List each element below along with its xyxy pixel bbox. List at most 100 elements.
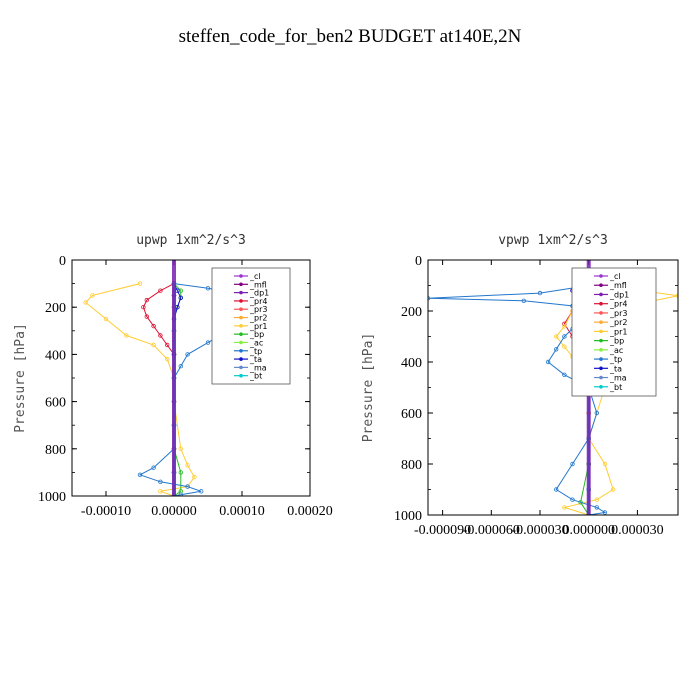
vpwp-data-point <box>537 290 543 296</box>
upwp-plot-frame <box>71 259 311 497</box>
upwp-legend-label: _ma <box>249 363 267 372</box>
upwp-data-point <box>192 474 197 480</box>
vpwp-data-point <box>594 505 599 510</box>
upwp-panel-title: upwp 1xm^2/s^3 <box>136 233 246 248</box>
upwp-data-point <box>205 286 211 291</box>
upwp-legend-marker <box>239 373 243 378</box>
vpwp-legend-marker <box>599 292 603 297</box>
vpwp-y-tick-label: 600 <box>401 407 422 422</box>
vpwp-y-tick-label: 800 <box>401 458 422 473</box>
upwp-data-point <box>205 340 211 345</box>
vpwp-panel: vpwp 1xm^2/s^3 Pressure [hPa] 0 200 400 600 80… <box>361 233 679 538</box>
vpwp-x-tick-label: -0.000060 <box>463 523 520 538</box>
upwp-legend-label: _ac <box>249 338 263 347</box>
vpwp-data-point <box>570 497 575 502</box>
upwp-y-tick-label: 800 <box>45 443 66 458</box>
upwp-data-point <box>158 489 163 494</box>
upwp-data-point <box>90 293 95 298</box>
vpwp-legend-marker <box>599 384 603 389</box>
vpwp-y-axis-label: Pressure [hPa] <box>361 333 376 443</box>
upwp-data-point <box>158 333 163 338</box>
upwp-legend-marker <box>239 274 243 278</box>
upwp-legend-marker <box>239 340 243 345</box>
vpwp-legend-marker <box>599 329 603 334</box>
vpwp-legend-label: _bt <box>609 383 622 392</box>
vpwp-data-point <box>594 497 599 502</box>
upwp-data-point <box>198 489 204 494</box>
vpwp-legend-marker <box>599 348 603 352</box>
upwp-legend-marker <box>239 348 243 353</box>
vpwp-legend-label: _pr3 <box>609 309 627 318</box>
upwp-data-point <box>185 352 190 357</box>
vpwp-x-tick-label: 0.000000 <box>562 523 615 538</box>
vpwp-legend-marker <box>599 375 603 380</box>
vpwp-data-point <box>610 487 616 492</box>
upwp-legend: _cl_mfl_dp1_pr4_pr3_pr2_pr1_bp_ac_tp_ta_… <box>211 267 291 385</box>
upwp-legend-label: _ta <box>249 355 262 364</box>
upwp-legend-marker <box>239 290 243 295</box>
vpwp-data-point <box>554 347 559 352</box>
upwp-legend-marker <box>239 332 243 336</box>
vpwp-legend-label: _ta <box>609 364 622 373</box>
vpwp-plot-frame <box>427 259 679 516</box>
upwp-data-point <box>151 465 156 470</box>
upwp-legend-marker <box>239 324 243 328</box>
vpwp-data-point <box>602 510 608 515</box>
vpwp-data-point <box>554 487 559 492</box>
vpwp-legend-label: _dp1 <box>609 290 629 299</box>
upwp-y-tick-label: 600 <box>45 396 66 411</box>
vpwp-legend-marker <box>599 338 603 343</box>
vpwp-data-point <box>521 298 526 303</box>
vpwp-legend-marker <box>599 357 603 361</box>
upwp-data-point <box>144 297 149 303</box>
vpwp-legend-label: _cl <box>609 272 621 281</box>
upwp-data-point <box>178 364 183 369</box>
upwp-legend-marker <box>239 365 243 370</box>
vpwp-legend-label: _ma <box>609 374 627 383</box>
upwp-x-tick-label: -0.00010 <box>81 504 131 519</box>
vpwp-x-tick-label: -0.000090 <box>414 523 471 538</box>
vpwp-data-point <box>675 293 678 298</box>
vpwp-x-tick-label: -0.000030 <box>511 523 568 538</box>
vpwp-legend-label: _bp <box>609 337 624 346</box>
upwp-legend-marker <box>239 282 243 287</box>
upwp-x-tick-label: 0.00000 <box>151 504 197 519</box>
upwp-data-point <box>164 342 170 348</box>
vpwp-legend-label: _mfl <box>609 281 627 290</box>
upwp-legend-label: _bt <box>249 372 262 381</box>
upwp-panel: upwp 1xm^2/s^3 Pressure [hPa] 0 200 400 600 80… <box>13 233 333 519</box>
vpwp-data-point <box>562 344 567 349</box>
upwp-data-point <box>178 446 183 451</box>
upwp-data-point <box>185 463 190 468</box>
vpwp-legend-marker <box>599 283 603 288</box>
upwp-data-point <box>178 295 183 300</box>
upwp-y-axis-label: Pressure [hPa] <box>13 323 28 433</box>
upwp-data-point <box>137 281 143 286</box>
upwp-legend-label: _dp1 <box>249 289 269 298</box>
upwp-legend-marker <box>239 357 243 361</box>
vpwp-data-point <box>562 505 567 510</box>
vpwp-data-point <box>594 410 599 416</box>
vpwp-legend-marker <box>599 320 603 324</box>
upwp-legend-label: _bp <box>249 330 264 339</box>
upwp-legend-marker <box>239 307 243 312</box>
vpwp-data-point <box>562 334 567 339</box>
vpwp-legend-marker <box>599 274 603 278</box>
upwp-data-point <box>164 356 170 362</box>
upwp-data-point <box>178 492 183 496</box>
vpwp-data-point <box>545 359 551 365</box>
upwp-y-tick-label: 0 <box>59 254 66 269</box>
upwp-legend-label: _pr2 <box>249 314 267 323</box>
upwp-legend-label: _pr3 <box>249 305 267 314</box>
vpwp-legend-label: _pr1 <box>609 327 627 336</box>
vpwp-legend-label: _ac <box>609 346 623 355</box>
upwp-legend-label: _pr1 <box>249 322 267 331</box>
upwp-data-point <box>151 342 156 348</box>
vpwp-y-tick-label: 0 <box>415 254 422 269</box>
figure-title: steffen_code_for_ben2 BUDGET at140E,2N <box>179 26 522 47</box>
upwp-x-tick-label: 0.00020 <box>287 504 333 519</box>
upwp-data-point <box>158 479 163 484</box>
upwp-data-point <box>137 472 143 477</box>
upwp-legend-box <box>211 267 291 385</box>
